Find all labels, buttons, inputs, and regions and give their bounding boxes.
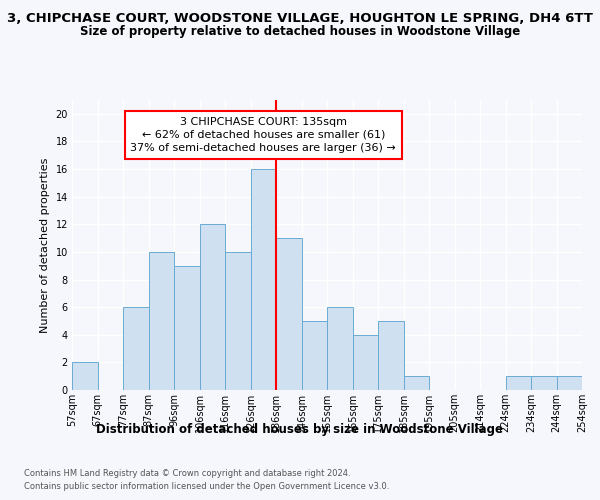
Text: Contains HM Land Registry data © Crown copyright and database right 2024.: Contains HM Land Registry data © Crown c…: [24, 468, 350, 477]
Bar: [327, 307, 353, 390]
Bar: [72, 362, 97, 390]
Bar: [302, 321, 327, 390]
Bar: [557, 376, 582, 390]
Bar: [404, 376, 429, 390]
Text: Size of property relative to detached houses in Woodstone Village: Size of property relative to detached ho…: [80, 25, 520, 38]
Text: Contains public sector information licensed under the Open Government Licence v3: Contains public sector information licen…: [24, 482, 389, 491]
Bar: [251, 169, 276, 390]
Bar: [276, 238, 302, 390]
Bar: [123, 307, 149, 390]
Bar: [378, 321, 404, 390]
Bar: [199, 224, 225, 390]
Text: 3, CHIPCHASE COURT, WOODSTONE VILLAGE, HOUGHTON LE SPRING, DH4 6TT: 3, CHIPCHASE COURT, WOODSTONE VILLAGE, H…: [7, 12, 593, 26]
Text: 3 CHIPCHASE COURT: 135sqm
← 62% of detached houses are smaller (61)
37% of semi-: 3 CHIPCHASE COURT: 135sqm ← 62% of detac…: [130, 116, 396, 153]
Bar: [353, 335, 378, 390]
Y-axis label: Number of detached properties: Number of detached properties: [40, 158, 50, 332]
Bar: [149, 252, 174, 390]
Bar: [505, 376, 531, 390]
Bar: [174, 266, 199, 390]
Bar: [531, 376, 557, 390]
Text: Distribution of detached houses by size in Woodstone Village: Distribution of detached houses by size …: [97, 422, 503, 436]
Bar: [225, 252, 251, 390]
